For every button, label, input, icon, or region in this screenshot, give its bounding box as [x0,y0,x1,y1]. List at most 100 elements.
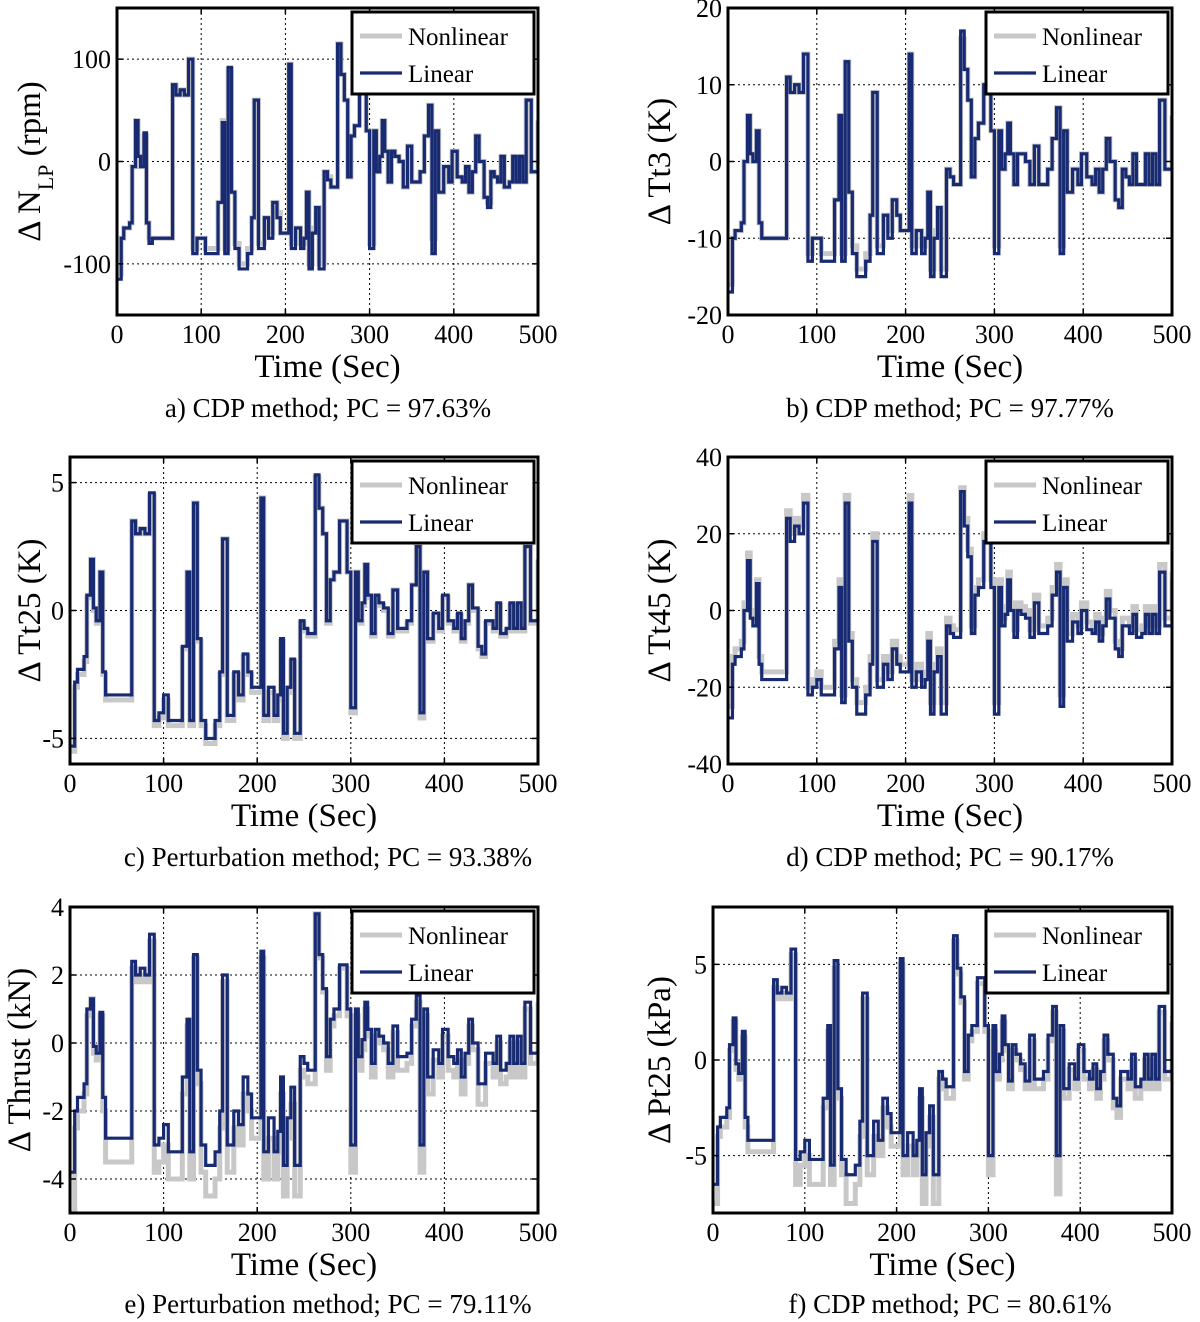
y-tick-label: -20 [687,673,722,702]
x-tick-label: 0 [111,320,124,349]
x-tick-label: 200 [238,1218,277,1247]
x-tick-label: 500 [519,320,558,349]
y-axis-label: Δ Tt3 (K) [642,98,678,226]
x-tick-label: 400 [425,769,464,798]
series-line-nonlinear [70,911,538,1213]
x-tick-label: 0 [722,320,735,349]
legend-label-nonlinear: Nonlinear [408,24,509,51]
panel-caption: c) Perturbation method; PC = 93.38% [124,842,532,872]
y-tick-label: -40 [687,750,722,779]
legend-label-linear: Linear [1042,61,1108,88]
legend-label-nonlinear: Nonlinear [1042,923,1143,950]
x-tick-label: 500 [519,769,558,798]
panel-caption: f) CDP method; PC = 80.61% [788,1289,1111,1319]
chart-panel-4: 0 100 200 300 400 500 -40 -20 0 20 40 Time (Sec) Δ T… [642,443,1192,872]
x-tick-label: 300 [331,1218,370,1247]
y-tick-label: 0 [709,597,722,626]
x-tick-label: 200 [886,320,925,349]
x-axis-label: Time (Sec) [231,1247,377,1283]
y-tick-label: -5 [42,724,64,753]
series-line-linear [70,473,538,748]
x-axis-label: Time (Sec) [869,1247,1015,1283]
legend: Nonlinear Linear [984,10,1170,96]
legend-box [984,909,1170,995]
y-tick-label: -20 [687,301,722,330]
y-tick-label: -5 [685,1142,707,1171]
legend-label-nonlinear: Nonlinear [1042,473,1143,500]
legend: Nonlinear Linear [984,909,1170,995]
x-tick-label: 200 [877,1218,916,1247]
y-tick-label: 100 [72,45,111,74]
x-tick-label: 400 [1064,769,1103,798]
series-line-linear [728,29,1172,294]
y-tick-label: 10 [696,71,722,100]
y-tick-label: 0 [51,1029,64,1058]
legend-box [350,459,536,545]
panel-caption: a) CDP method; PC = 97.63% [165,393,491,423]
legend-box [350,10,536,96]
x-tick-label: 500 [1153,769,1192,798]
legend-label-nonlinear: Nonlinear [1042,24,1143,51]
x-tick-label: 0 [64,769,77,798]
y-axis-label: Δ Tt25 (K) [12,538,48,682]
y-tick-label: 0 [51,597,64,626]
y-tick-label: 2 [51,961,64,990]
x-tick-label: 500 [519,1218,558,1247]
x-tick-label: 200 [886,769,925,798]
x-tick-label: 500 [1153,320,1192,349]
chart-panel-5: 0 100 200 300 400 500 -4 -2 0 2 4 Time (Sec) Δ Thrus… [2,893,558,1319]
y-tick-label: 0 [694,1046,707,1075]
x-tick-label: 100 [785,1218,824,1247]
y-axis-label: Δ Pt25 (kPa) [642,976,678,1144]
y-tick-label: 4 [51,893,64,922]
x-tick-label: 400 [1064,320,1103,349]
x-tick-label: 400 [425,1218,464,1247]
legend-label-linear: Linear [408,510,474,537]
x-tick-label: 100 [144,1218,183,1247]
chart-panel-6: 0 100 200 300 400 500 -5 0 5 Time (Sec) Δ Pt25 (kP… [642,905,1192,1319]
legend: Nonlinear Linear [350,10,536,96]
x-tick-label: 100 [144,769,183,798]
x-tick-label: 100 [797,320,836,349]
x-tick-label: 300 [975,769,1014,798]
x-axis-label: Time (Sec) [231,798,377,834]
x-axis-label: Time (Sec) [877,798,1023,834]
legend-label-linear: Linear [1042,510,1108,537]
y-tick-label: -100 [63,250,111,279]
legend-box [984,10,1170,96]
legend: Nonlinear Linear [350,459,536,545]
legend-box [350,909,536,995]
chart-panel-1: 0 100 200 300 400 500 -100 0 100 Time (Sec) Δ NLP … [12,6,558,423]
y-tick-label: 0 [98,148,111,177]
x-tick-label: 200 [266,320,305,349]
panel-caption: d) CDP method; PC = 90.17% [786,842,1114,872]
x-tick-label: 300 [969,1218,1008,1247]
y-tick-label: -10 [687,224,722,253]
series-line-linear [117,42,538,281]
y-tick-label: 5 [694,950,707,979]
series-line-linear [728,489,1172,720]
y-axis-label: Δ Tt45 (K) [642,538,678,682]
panel-caption: e) Perturbation method; PC = 79.11% [124,1289,531,1319]
series-line-linear [713,934,1172,1186]
x-tick-label: 100 [797,769,836,798]
y-tick-label: 20 [696,520,722,549]
x-tick-label: 300 [350,320,389,349]
y-tick-label: 5 [51,469,64,498]
x-tick-label: 300 [975,320,1014,349]
x-tick-label: 0 [722,769,735,798]
legend-label-nonlinear: Nonlinear [408,923,509,950]
x-axis-label: Time (Sec) [254,349,400,385]
legend-box [984,459,1170,545]
legend-label-linear: Linear [408,61,474,88]
x-tick-label: 300 [331,769,370,798]
y-tick-label: 40 [696,443,722,472]
legend-label-linear: Linear [1042,960,1108,987]
y-axis-label: Δ Thrust (kN) [2,968,38,1152]
x-tick-label: 400 [1061,1218,1100,1247]
y-tick-label: -4 [42,1165,64,1194]
y-axis-label: Δ NLP (rpm) [12,81,58,242]
y-tick-label: 20 [696,0,722,23]
